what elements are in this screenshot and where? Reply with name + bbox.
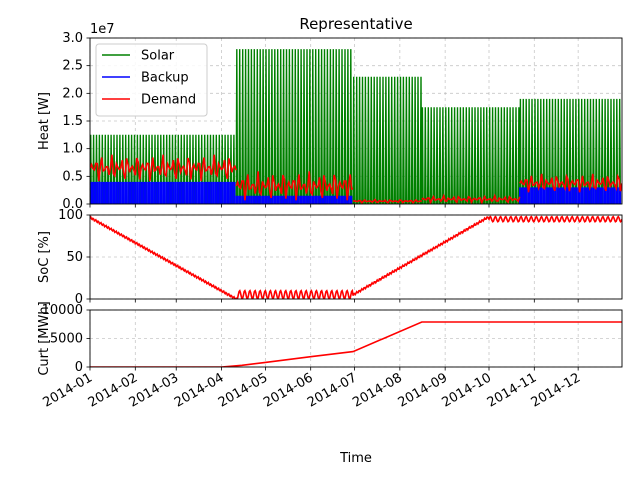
heat-panel: 0.0 0.5 1.0 1.5 2.0 2.5 3.0 Heat [W] Representat… bbox=[37, 15, 623, 212]
y-axis-label: Heat [W] bbox=[37, 92, 52, 150]
x-tick-label: 2014-09 bbox=[396, 370, 451, 410]
plot-area bbox=[90, 215, 622, 299]
x-tick-label: 2014-04 bbox=[172, 370, 227, 410]
y-tick-label: 0.0 bbox=[62, 197, 83, 212]
y-tick-label: 0.5 bbox=[62, 169, 83, 184]
plot-area bbox=[90, 49, 622, 204]
y-tick-label: 0 bbox=[75, 360, 83, 375]
axes-frame bbox=[89, 309, 623, 368]
axes-frame bbox=[89, 214, 623, 300]
y-tick-label: 3.0 bbox=[62, 31, 83, 46]
y-tick-label: 5000 bbox=[50, 332, 83, 347]
legend-box bbox=[95, 43, 208, 117]
y-axis-label: Curt [MWh] bbox=[37, 301, 52, 375]
soc-line bbox=[90, 215, 622, 299]
y-tick-label: 1.0 bbox=[62, 142, 83, 157]
x-tick-label: 2014-12 bbox=[529, 370, 584, 410]
plot-area bbox=[90, 321, 622, 367]
x-axis-label: Time bbox=[339, 451, 372, 466]
chart-title: Representative bbox=[299, 15, 412, 33]
legend: Solar Backup Demand bbox=[95, 43, 208, 117]
curtailment-line bbox=[90, 321, 622, 367]
x-tick-label: 2014-06 bbox=[261, 370, 316, 410]
y-tick-label: 50 bbox=[66, 250, 83, 265]
series-line-backup bbox=[90, 181, 622, 204]
legend-label-solar: Solar bbox=[141, 49, 175, 64]
x-tick-label: 2014-07 bbox=[305, 370, 360, 410]
y-tick-label: 10000 bbox=[42, 303, 83, 318]
x-tick-label: 2014-08 bbox=[350, 370, 405, 410]
x-tick-label: 2014-10 bbox=[439, 370, 494, 410]
x-tick-label: 2014-11 bbox=[485, 370, 540, 410]
legend-label-backup: Backup bbox=[141, 71, 189, 86]
x-tick-label: 2014-05 bbox=[216, 370, 271, 410]
y-tick-label: 2.5 bbox=[62, 59, 83, 74]
axes-frame bbox=[89, 37, 623, 205]
y-scale-label: 1e7 bbox=[90, 22, 115, 37]
y-tick-label: 100 bbox=[58, 208, 83, 223]
soc-panel: 0 50 100 SoC [%] bbox=[37, 208, 623, 307]
legend-label-demand: Demand bbox=[141, 93, 196, 108]
y-tick-label: 2.0 bbox=[62, 86, 83, 101]
series-line-demand bbox=[90, 154, 622, 204]
series-line-solar bbox=[90, 49, 622, 204]
y-axis-label: SoC [%] bbox=[37, 231, 52, 283]
y-tick-label: 0 bbox=[75, 292, 83, 307]
y-tick-label: 1.5 bbox=[62, 114, 83, 129]
